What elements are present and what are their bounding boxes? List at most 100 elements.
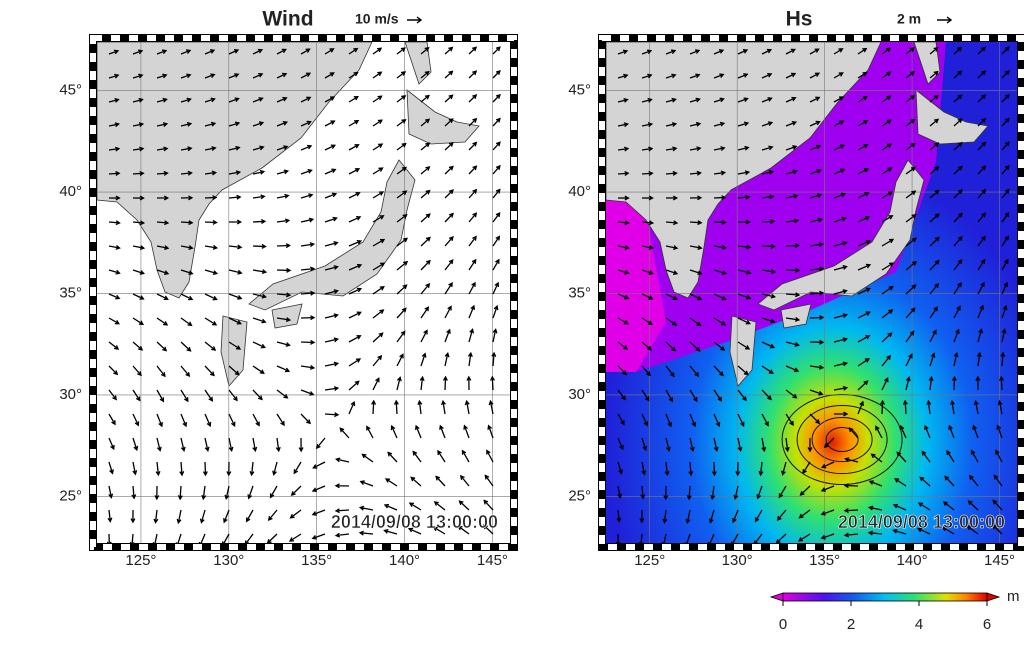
vector-arrow — [977, 46, 987, 55]
hs-contour — [825, 427, 859, 453]
vector-arrow — [204, 341, 217, 351]
vector-arrow — [180, 97, 192, 103]
vector-arrow — [408, 502, 422, 511]
vector-arrow — [492, 188, 501, 199]
vector-arrow — [444, 70, 454, 79]
vector-arrow — [809, 242, 825, 248]
vector-arrow — [929, 118, 940, 127]
y-tick-label: 25° — [568, 487, 591, 504]
vector-arrow — [420, 352, 427, 367]
vector-arrow — [665, 245, 679, 251]
vector-arrow — [492, 46, 501, 55]
vector-arrow — [977, 165, 987, 175]
vector-arrow — [372, 354, 383, 367]
vector-arrow — [761, 269, 777, 274]
vector-arrow — [976, 351, 982, 367]
vector-arrow — [665, 341, 677, 352]
vector-arrow — [156, 122, 169, 127]
vector-arrow — [737, 194, 751, 200]
vector-arrow — [252, 169, 266, 175]
vector-arrow — [713, 219, 727, 225]
vector-arrow — [785, 145, 798, 151]
vector-arrow — [312, 461, 326, 469]
colorbar-tick-label: 6 — [983, 616, 991, 633]
vector-arrow — [132, 122, 145, 128]
vector-arrow — [228, 73, 240, 79]
vector-arrow — [108, 413, 116, 426]
vector-arrow — [685, 509, 691, 525]
vector-arrow — [833, 337, 848, 343]
vector-arrow — [689, 121, 702, 127]
vector-arrow — [689, 146, 702, 152]
vector-arrow — [468, 235, 477, 247]
vector-arrow — [617, 244, 630, 250]
vector-arrow — [300, 315, 316, 321]
vector-arrow — [108, 317, 120, 325]
vector-arrow — [371, 399, 377, 415]
vector-arrow — [226, 461, 232, 477]
vector-arrow — [689, 49, 701, 55]
vector-arrow — [180, 245, 194, 250]
vector-arrow — [290, 485, 302, 497]
vector-arrow — [929, 236, 940, 247]
vector-arrow — [689, 389, 698, 403]
vector-arrow — [761, 194, 775, 200]
vector-arrow — [977, 258, 986, 271]
vector-arrow — [967, 500, 979, 511]
vector-arrow — [737, 317, 751, 325]
vector-arrow — [132, 341, 144, 351]
vector-arrow — [180, 341, 192, 352]
vector-arrow — [1001, 235, 1010, 247]
vector-arrow — [857, 239, 872, 247]
vector-arrow — [269, 485, 278, 499]
vector-arrow — [905, 284, 917, 295]
vector-arrow — [468, 188, 478, 199]
vector-arrow — [444, 46, 454, 55]
vector-arrow — [420, 46, 430, 55]
vector-arrow — [809, 339, 825, 345]
vector-arrow — [617, 341, 629, 350]
vector-arrow — [641, 146, 654, 152]
vector-arrow — [665, 49, 677, 55]
vector-arrow — [252, 194, 266, 200]
vector-arrow — [737, 293, 752, 300]
vector-arrow — [977, 235, 986, 247]
vector-arrow — [689, 73, 701, 79]
vector-arrow — [276, 389, 289, 399]
vector-arrow — [1001, 281, 1008, 295]
vector-arrow — [797, 533, 811, 542]
vector-arrow — [439, 424, 446, 439]
vector-arrow — [785, 193, 799, 199]
vector-arrow — [899, 424, 907, 439]
vector-arrow — [289, 509, 302, 519]
vector-arrow — [713, 73, 725, 79]
vector-arrow — [929, 46, 939, 55]
vector-arrow — [132, 317, 145, 326]
vector-arrow — [276, 341, 291, 347]
vector-arrow — [420, 236, 431, 247]
colorbar-end — [986, 592, 1001, 602]
vector-arrow — [857, 380, 869, 391]
vector-arrow — [881, 309, 894, 319]
panel-title: Hs — [786, 8, 813, 31]
low-hs-region — [606, 192, 666, 372]
vector-arrow — [444, 94, 454, 103]
reference-arrow — [407, 16, 423, 24]
vector-arrow — [689, 317, 702, 327]
vector-arrow — [108, 220, 121, 226]
vector-arrow — [108, 461, 114, 475]
vector-arrow — [156, 317, 169, 326]
vector-arrow — [881, 119, 892, 127]
vector-arrow — [641, 97, 653, 103]
timestamp: 2014/09/08 13:00:00 — [331, 512, 498, 532]
y-tick-label: 35° — [568, 284, 591, 301]
vector-arrow — [180, 73, 192, 79]
vector-arrow — [820, 461, 835, 469]
vector-arrow — [444, 351, 450, 367]
vector-arrow — [896, 451, 907, 463]
y-tick-label: 45° — [59, 82, 82, 99]
vector-arrow — [228, 413, 236, 427]
vector-arrow — [420, 94, 430, 103]
vector-arrow — [902, 399, 908, 415]
vector-arrow — [204, 389, 214, 402]
